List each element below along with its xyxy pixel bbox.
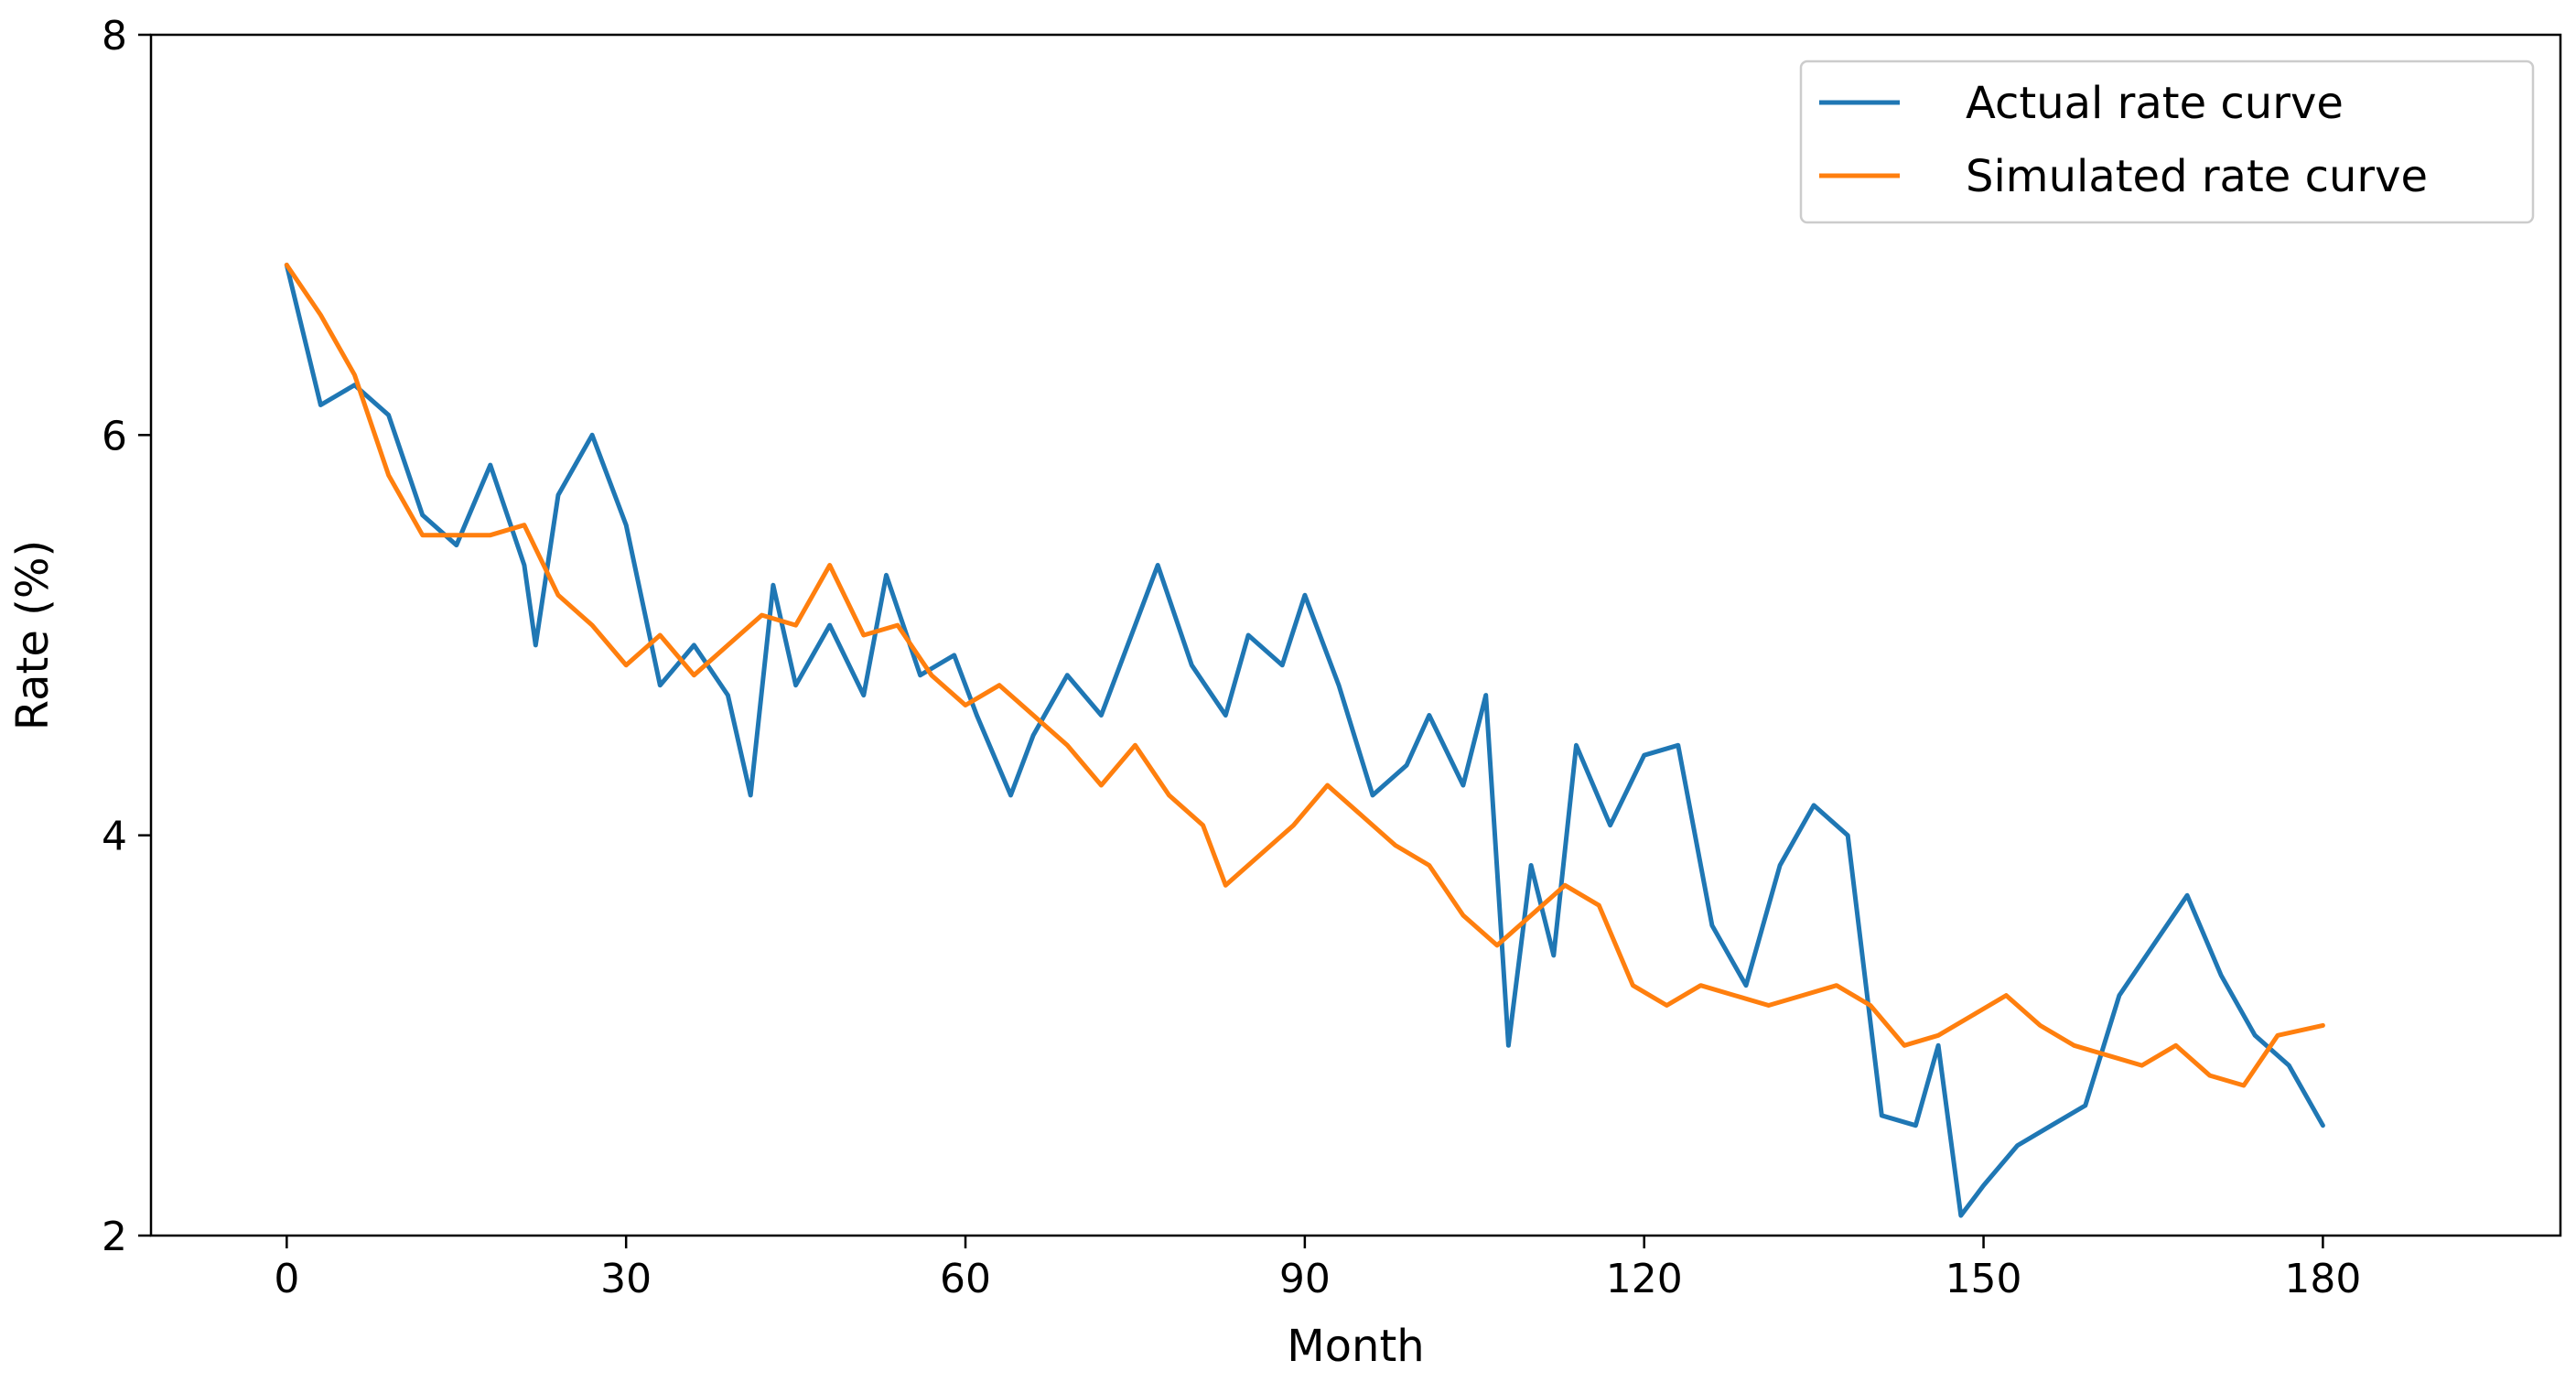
- axes-layer: 0 30 60 90 120 150 180 2 4 6 8: [102, 13, 2562, 1302]
- legend-box: [1799, 59, 2535, 224]
- series-layer: [284, 263, 2325, 1218]
- series-line-2: [284, 263, 2325, 1088]
- plot-area: [151, 35, 2560, 1236]
- x-tick-label: 180: [2284, 1256, 2361, 1302]
- y-tick-label: 6: [102, 413, 127, 459]
- plot-background: [151, 35, 2560, 1236]
- legend-label-2: Simulated rate curve: [1966, 151, 2428, 202]
- legend: Actual rate curve Simulated rate curve: [1799, 59, 2535, 224]
- x-tick-label: 120: [1606, 1256, 1683, 1302]
- x-tick-label: 0: [274, 1256, 299, 1302]
- x-tick-label: 90: [1279, 1256, 1331, 1302]
- x-axis-label: Month: [1287, 1321, 1424, 1372]
- y-tick-label: 2: [102, 1214, 127, 1260]
- axes-frame: [149, 33, 2562, 1237]
- y-tick-label: 4: [102, 814, 127, 860]
- x-tick-label: 60: [940, 1256, 991, 1302]
- series-line-1: [284, 263, 2325, 1218]
- y-tick-label: 8: [102, 13, 127, 59]
- x-tick-label: 150: [1945, 1256, 2022, 1302]
- legend-label-1: Actual rate curve: [1966, 78, 2344, 129]
- y-axis-label: Rate (%): [7, 540, 59, 730]
- x-tick-label: 30: [600, 1256, 652, 1302]
